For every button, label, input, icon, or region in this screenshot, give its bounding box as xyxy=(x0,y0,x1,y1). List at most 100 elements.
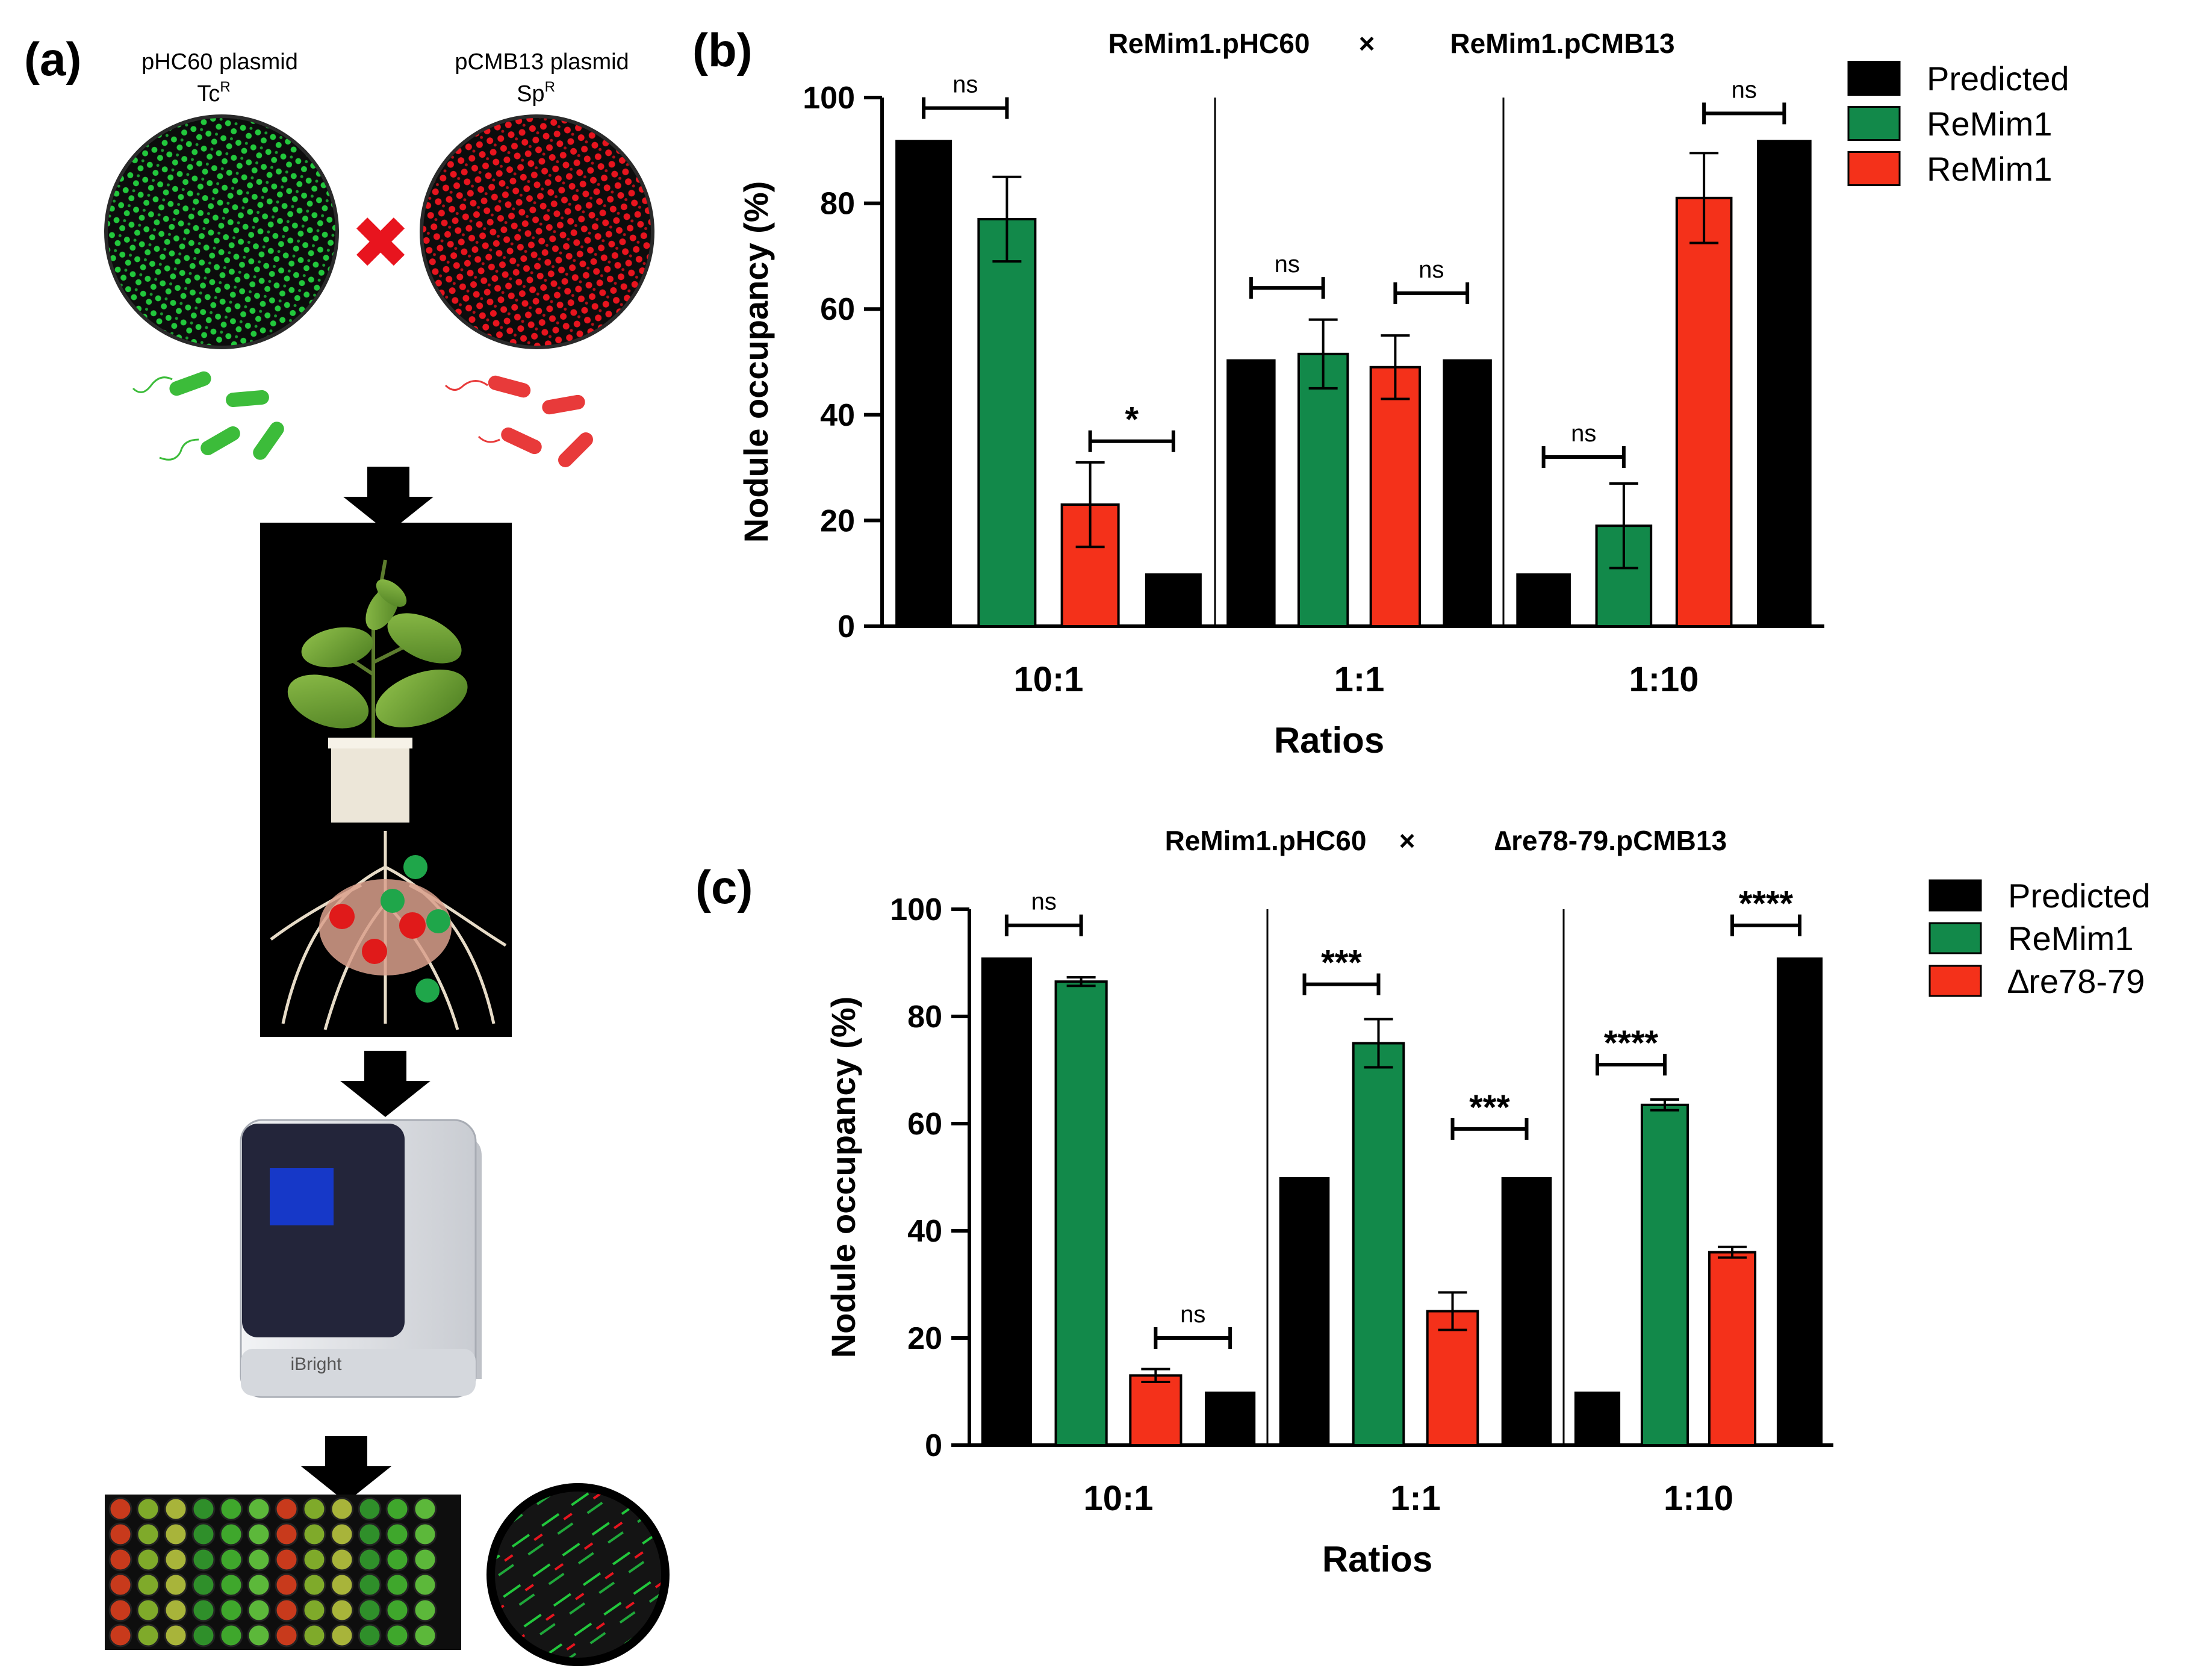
chart-c-significance-label: **** xyxy=(1604,1024,1659,1063)
chart-b-y-tick-label: 20 xyxy=(820,503,855,538)
well xyxy=(219,1548,243,1572)
well xyxy=(413,1598,437,1622)
chart-c-bar xyxy=(1054,980,1108,1446)
well xyxy=(219,1497,243,1521)
well xyxy=(302,1522,326,1546)
well xyxy=(136,1573,160,1597)
chart-b-bar xyxy=(1757,140,1812,627)
chart-c-bar xyxy=(1640,1103,1689,1446)
chart-c-bar xyxy=(1426,1310,1479,1446)
chart-c-significance-label: **** xyxy=(1739,885,1794,924)
chart-b-bar xyxy=(1145,573,1202,626)
well xyxy=(247,1548,271,1572)
chart-c-significance-label: ns xyxy=(1180,1301,1205,1328)
plant-photo xyxy=(260,523,512,823)
chart-c-bar xyxy=(1129,1374,1183,1447)
chart-b-title-left: ReMim1.pHC60 xyxy=(1108,28,1310,59)
chart-c-significance-label: *** xyxy=(1469,1088,1510,1127)
chart-b-significance-label: ns xyxy=(1419,257,1444,283)
plasmid-left-name: pHC60 plasmid xyxy=(141,49,298,75)
well xyxy=(413,1522,437,1546)
chart-b-title-separator: × xyxy=(1359,28,1375,59)
plasmid-left-marker: TcR xyxy=(197,79,230,107)
chart-c-x-tick-label: 10:1 xyxy=(1083,1479,1153,1518)
well xyxy=(108,1522,132,1546)
chart-b-bar xyxy=(1516,573,1571,626)
arrow-down-icon-3 xyxy=(301,1436,391,1502)
well xyxy=(275,1522,299,1546)
well xyxy=(302,1623,326,1647)
plasmid-left-marker-sup: R xyxy=(220,79,230,95)
green-colony-plate xyxy=(104,114,339,349)
chart-c-y-tick-label: 0 xyxy=(925,1428,942,1463)
chart-b-bar xyxy=(1297,352,1349,628)
chart-c-title-right: ∆re78-79.pCMB13 xyxy=(1494,825,1727,856)
chart-c-y-tick-label: 40 xyxy=(907,1214,942,1249)
well xyxy=(136,1522,160,1546)
plasmid-right-marker-sup: R xyxy=(545,79,555,95)
chart-c-legend-label: ReMim1 xyxy=(2008,919,2133,957)
well xyxy=(136,1497,160,1521)
well xyxy=(330,1497,354,1521)
chart-c-legend-swatch xyxy=(1929,922,1982,954)
well xyxy=(247,1623,271,1647)
well xyxy=(108,1598,132,1622)
plasmid-right-marker: SpR xyxy=(517,79,555,107)
chart-b-bar xyxy=(1675,196,1733,627)
well xyxy=(164,1522,188,1546)
chart-b-title-right: ReMim1.pCMB13 xyxy=(1450,28,1674,59)
well xyxy=(191,1522,216,1546)
chart-b-legend-label: ReMim1 xyxy=(1927,150,2052,188)
well xyxy=(413,1573,437,1597)
plasmid-right-name: pCMB13 plasmid xyxy=(455,49,629,75)
well xyxy=(108,1548,132,1572)
chart-b-y-axis-label: Nodule occupancy (%) xyxy=(737,181,775,543)
chart-b-panel-label: (b) xyxy=(692,23,753,76)
panel-a-workflow: (a) pHC60 plasmid TcR pCMB13 plasmid SpR… xyxy=(24,33,670,1666)
streak-plate-image xyxy=(486,1483,670,1666)
chart-b-x-tick-label: 1:1 xyxy=(1334,660,1385,699)
chart-c-bar xyxy=(1352,1042,1405,1446)
chart-c-legend-swatch xyxy=(1929,965,1982,997)
chart-c-significance-label: ns xyxy=(1031,889,1057,915)
panel-a-label: (a) xyxy=(24,33,81,86)
well xyxy=(385,1573,409,1597)
chart-b-legend-swatch xyxy=(1847,106,1901,141)
chart-b-x-axis-label: Ratios xyxy=(1274,720,1384,761)
well xyxy=(164,1598,188,1622)
well xyxy=(358,1573,382,1597)
well xyxy=(385,1522,409,1546)
green-bacteria-icon xyxy=(132,371,284,461)
well xyxy=(413,1548,437,1572)
ibright-imager-icon: iBright xyxy=(240,1119,482,1398)
chart-b-significance-label: ns xyxy=(1732,76,1757,103)
chart-b-y-tick-label: 40 xyxy=(820,398,855,433)
well xyxy=(247,1522,271,1546)
chart-panel-c: (c) ReMim1.pHC60 × ∆re78-79.pCMB13 0 20 40 60 80… xyxy=(695,825,2151,1579)
well xyxy=(191,1497,216,1521)
well xyxy=(164,1497,188,1521)
well xyxy=(330,1623,354,1647)
chart-panel-b: (b) ReMim1.pHC60 × ReMim1.pCMB13 0 20 40 60 80 10… xyxy=(692,23,2069,761)
chart-c-bar xyxy=(1574,1392,1621,1445)
chart-b-y-tick-label: 80 xyxy=(820,187,855,222)
well xyxy=(136,1598,160,1622)
well xyxy=(413,1623,437,1647)
chart-b-y-tick-label: 0 xyxy=(838,609,855,644)
arrow-down-icon-2 xyxy=(340,1051,430,1117)
chart-c-bar xyxy=(1501,1177,1552,1445)
chart-c-legend-label: Predicted xyxy=(2008,877,2151,915)
chart-b-y-tick-label: 60 xyxy=(820,292,855,327)
chart-c-bar xyxy=(1708,1251,1757,1447)
well xyxy=(164,1548,188,1572)
chart-c-x-axis-label: Ratios xyxy=(1322,1539,1432,1579)
root-nodules-photo xyxy=(260,823,512,1037)
well xyxy=(191,1573,216,1597)
well xyxy=(275,1497,299,1521)
well xyxy=(108,1573,132,1597)
plasmid-right-marker-text: Sp xyxy=(517,81,544,107)
well xyxy=(136,1548,160,1572)
chart-c-bar xyxy=(1279,1177,1330,1445)
well xyxy=(330,1573,354,1597)
